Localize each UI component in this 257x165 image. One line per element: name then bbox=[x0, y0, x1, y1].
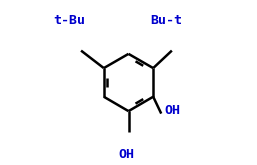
Text: t-Bu: t-Bu bbox=[53, 14, 85, 27]
Text: OH: OH bbox=[164, 104, 180, 117]
Text: Bu-t: Bu-t bbox=[150, 14, 182, 27]
Text: OH: OH bbox=[119, 148, 135, 161]
